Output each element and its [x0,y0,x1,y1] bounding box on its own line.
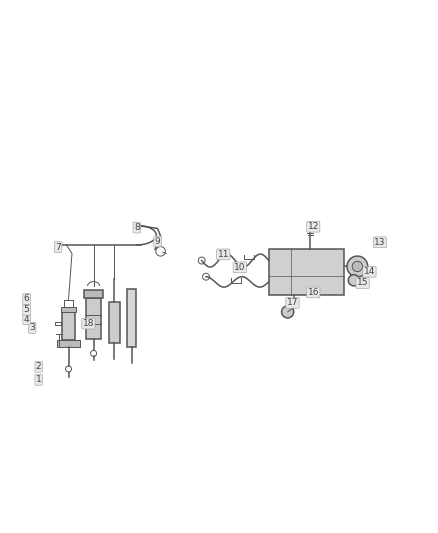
Bar [61,307,76,312]
Text: 9: 9 [155,237,160,246]
Bar [269,249,344,295]
Bar [57,341,80,346]
Text: 5: 5 [24,305,29,314]
Text: 1: 1 [36,375,42,384]
Circle shape [282,306,294,318]
Text: 2: 2 [36,362,42,372]
Text: 7: 7 [55,243,61,252]
Circle shape [347,256,368,277]
Text: 6: 6 [24,294,29,303]
Text: 11: 11 [218,250,229,259]
Text: 13: 13 [374,238,385,247]
Text: 16: 16 [307,288,319,297]
Text: 12: 12 [307,222,319,231]
Bar [55,322,61,325]
Text: 10: 10 [234,263,246,272]
Circle shape [352,261,363,272]
Text: 4: 4 [24,315,29,324]
Text: 17: 17 [287,298,298,308]
Text: 8: 8 [134,223,140,232]
Text: 14: 14 [364,267,375,276]
Bar [86,297,101,338]
Bar [62,312,75,341]
Bar [84,290,103,297]
Circle shape [348,274,360,286]
Bar [109,302,120,343]
Text: 18: 18 [83,319,94,328]
Text: 3: 3 [29,324,35,333]
Text: 15: 15 [357,278,368,287]
Bar [127,289,136,348]
